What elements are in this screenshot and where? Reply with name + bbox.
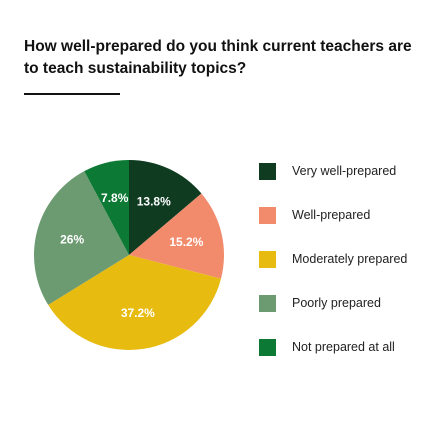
legend-item-moderately-prepared: Moderately prepared (259, 237, 407, 281)
chart-title: How well-prepared do you think current t… (24, 38, 412, 77)
pie-slice-well-prepared (129, 193, 225, 279)
legend-item-not-prepared-at-all: Not prepared at all (259, 325, 407, 369)
legend-label: Well-prepared (292, 208, 371, 222)
pie-slice-label: 15.2% (169, 235, 203, 249)
legend-label: Not prepared at all (292, 340, 395, 354)
pie-slice-label: 7.8% (101, 191, 129, 205)
legend-swatch (259, 206, 276, 224)
legend-swatch (259, 162, 276, 180)
legend-swatch (259, 338, 276, 356)
legend-item-poorly-prepared: Poorly prepared (259, 281, 407, 325)
pie-slice-very-well-prepared (129, 160, 202, 255)
legend-swatch (259, 294, 276, 312)
legend-label: Poorly prepared (292, 296, 381, 310)
legend-label: Moderately prepared (292, 252, 408, 266)
legend-label: Very well-prepared (292, 164, 397, 178)
legend-swatch (259, 250, 276, 268)
pie-slice-label: 37.2% (121, 306, 155, 320)
pie-slice-label: 13.8% (137, 195, 171, 209)
pie-slice-poorly-prepared (34, 171, 130, 305)
legend: Very well-prepared Well-prepared Moderat… (259, 149, 407, 369)
title-underline (24, 93, 120, 95)
pie-slice-not-prepared-at-all (84, 160, 129, 255)
legend-item-well-prepared: Well-prepared (259, 193, 407, 237)
pie-slice-moderately-prepared (48, 255, 222, 351)
legend-item-very-well-prepared: Very well-prepared (259, 149, 407, 193)
pie-slice-label: 26% (60, 233, 84, 247)
